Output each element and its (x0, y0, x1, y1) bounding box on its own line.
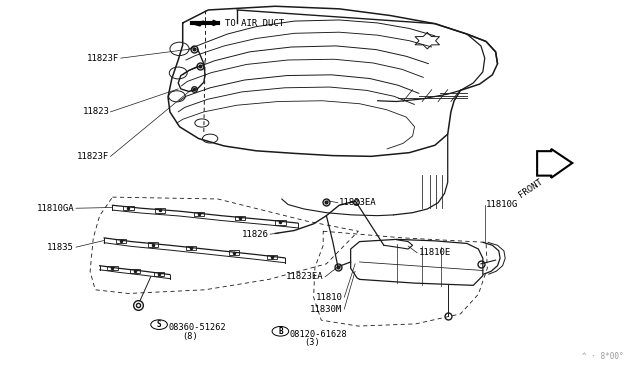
Text: 11810: 11810 (316, 293, 342, 302)
Text: 11810E: 11810E (419, 248, 451, 257)
Text: 11823: 11823 (83, 108, 109, 116)
Text: 11810G: 11810G (486, 200, 518, 209)
Polygon shape (192, 21, 204, 26)
Text: 11823EA: 11823EA (339, 198, 377, 207)
Text: 11835: 11835 (47, 243, 74, 251)
Text: (8): (8) (182, 331, 198, 341)
Text: 11830M: 11830M (310, 305, 342, 314)
Text: S: S (157, 320, 161, 329)
Text: 11823F: 11823F (77, 152, 109, 161)
Text: (3): (3) (304, 338, 320, 347)
Text: 08360-51262: 08360-51262 (169, 323, 227, 332)
Text: 08120-61628: 08120-61628 (290, 330, 348, 339)
Text: 11810GA: 11810GA (36, 204, 74, 213)
Text: TO AIR DUCT: TO AIR DUCT (225, 19, 285, 28)
Text: 11826: 11826 (242, 230, 269, 239)
Text: B: B (278, 327, 283, 336)
Text: FRONT: FRONT (516, 177, 544, 200)
Text: 11823EA: 11823EA (285, 272, 323, 281)
Text: ^ · 8*00°: ^ · 8*00° (582, 352, 623, 361)
Text: 11823F: 11823F (86, 54, 119, 62)
